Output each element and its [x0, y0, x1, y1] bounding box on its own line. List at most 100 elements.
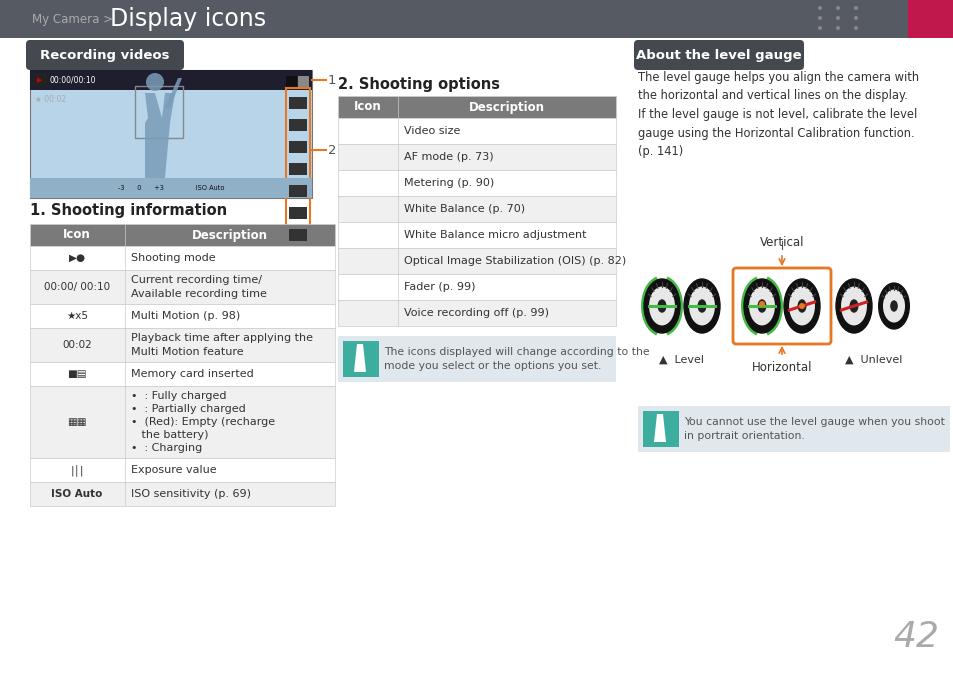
Bar	[337, 170, 616, 196]
Bar	[638, 406, 949, 452]
Text: Description: Description	[192, 228, 268, 241]
Polygon shape	[145, 93, 174, 178]
Text: Current recording time/
Available recording time: Current recording time/ Available record…	[131, 275, 267, 299]
Circle shape	[817, 16, 821, 20]
Ellipse shape	[643, 279, 679, 333]
Bar	[30, 224, 335, 246]
Circle shape	[759, 301, 764, 307]
Bar	[337, 144, 616, 170]
Text: ★x5: ★x5	[66, 311, 88, 321]
Text: 1: 1	[328, 74, 336, 87]
Circle shape	[817, 6, 821, 10]
Bar	[289, 185, 307, 197]
Bar	[642, 411, 679, 447]
Text: ▲  Unlevel: ▲ Unlevel	[844, 355, 902, 365]
Text: Fader (p. 99): Fader (p. 99)	[403, 282, 475, 292]
Bar	[286, 76, 296, 87]
Ellipse shape	[697, 299, 706, 313]
Text: ■▤: ■▤	[67, 369, 87, 379]
Ellipse shape	[841, 287, 866, 325]
Bar	[337, 96, 616, 118]
Bar	[297, 76, 309, 87]
Text: The icons displayed will change according to the
mode you select or the options : The icons displayed will change accordin…	[384, 347, 649, 370]
Text: ▶: ▶	[37, 77, 43, 83]
Text: -3      0      +3               ISO Auto: -3 0 +3 ISO Auto	[117, 185, 224, 191]
Bar	[30, 386, 335, 458]
Ellipse shape	[748, 287, 774, 325]
Bar	[289, 207, 307, 219]
Text: ISO Auto: ISO Auto	[51, 489, 103, 499]
Text: You cannot use the level gauge when you shoot
in portrait orientation.: You cannot use the level gauge when you …	[683, 417, 943, 441]
Text: 42: 42	[892, 620, 938, 654]
Bar	[907, 0, 953, 38]
Circle shape	[799, 303, 804, 309]
Bar	[30, 362, 335, 386]
Text: Video size: Video size	[403, 126, 460, 136]
Bar	[337, 248, 616, 274]
Text: Exposure value: Exposure value	[131, 465, 216, 475]
Text: Multi Motion (p. 98): Multi Motion (p. 98)	[131, 311, 240, 321]
Bar	[337, 336, 616, 382]
Text: Icon: Icon	[63, 228, 91, 241]
Circle shape	[853, 6, 857, 10]
Ellipse shape	[889, 300, 897, 312]
Ellipse shape	[835, 279, 871, 333]
Bar	[343, 341, 378, 377]
Bar	[337, 300, 616, 326]
Bar	[289, 229, 307, 241]
Text: AF mode (p. 73): AF mode (p. 73)	[403, 152, 493, 162]
Ellipse shape	[146, 73, 164, 91]
Text: Voice recording off (p. 99): Voice recording off (p. 99)	[403, 308, 548, 318]
Bar	[289, 97, 307, 109]
Text: 00:02: 00:02	[62, 340, 91, 350]
Text: ▦▦: ▦▦	[67, 417, 87, 427]
Ellipse shape	[878, 283, 908, 329]
Bar	[0, 0, 953, 38]
Polygon shape	[354, 344, 366, 372]
Bar	[30, 270, 335, 304]
Text: •  : Fully charged
•  : Partially charged
•  (Red): Empty (recharge
   the batte: • : Fully charged • : Partially charged …	[131, 391, 274, 454]
Bar	[33, 73, 47, 87]
Text: Optical Image Stabilization (OIS) (p. 82): Optical Image Stabilization (OIS) (p. 82…	[403, 256, 625, 266]
Ellipse shape	[797, 299, 805, 313]
Bar	[289, 119, 307, 131]
Text: Recording videos: Recording videos	[40, 49, 170, 62]
Circle shape	[835, 16, 840, 20]
Text: The level gauge helps you align the camera with
the horizontal and vertical line: The level gauge helps you align the came…	[638, 71, 918, 158]
Bar	[135, 86, 183, 138]
Text: White Balance (p. 70): White Balance (p. 70)	[403, 204, 524, 214]
Bar	[289, 141, 307, 153]
Text: ★ 00:02: ★ 00:02	[35, 95, 66, 103]
Text: About the level gauge: About the level gauge	[636, 49, 801, 62]
Circle shape	[835, 6, 840, 10]
Bar	[337, 118, 616, 144]
Ellipse shape	[688, 287, 714, 325]
Bar	[30, 482, 335, 506]
Circle shape	[853, 16, 857, 20]
Ellipse shape	[757, 299, 765, 313]
Bar	[337, 196, 616, 222]
Circle shape	[835, 26, 840, 30]
Text: |│|: |│|	[71, 464, 84, 476]
Text: Playback time after applying the
Multi Motion feature: Playback time after applying the Multi M…	[131, 333, 313, 357]
Text: Shooting mode: Shooting mode	[131, 253, 215, 263]
Text: ISO sensitivity (p. 69): ISO sensitivity (p. 69)	[131, 489, 251, 499]
Text: ▶●: ▶●	[69, 253, 86, 263]
Circle shape	[817, 26, 821, 30]
Bar	[30, 178, 312, 198]
Ellipse shape	[648, 287, 675, 325]
Text: My Camera >: My Camera >	[32, 12, 116, 26]
Bar	[30, 304, 335, 328]
Bar	[30, 458, 335, 482]
Text: Vertical: Vertical	[759, 236, 803, 249]
Text: Metering (p. 90): Metering (p. 90)	[403, 178, 494, 188]
Ellipse shape	[683, 279, 720, 333]
Bar	[30, 328, 335, 362]
Bar	[30, 246, 335, 270]
Ellipse shape	[783, 279, 820, 333]
Text: Display icons: Display icons	[110, 7, 266, 31]
Text: Description: Description	[469, 101, 544, 114]
Ellipse shape	[848, 299, 858, 313]
Text: Memory card inserted: Memory card inserted	[131, 369, 253, 379]
FancyBboxPatch shape	[634, 40, 803, 70]
